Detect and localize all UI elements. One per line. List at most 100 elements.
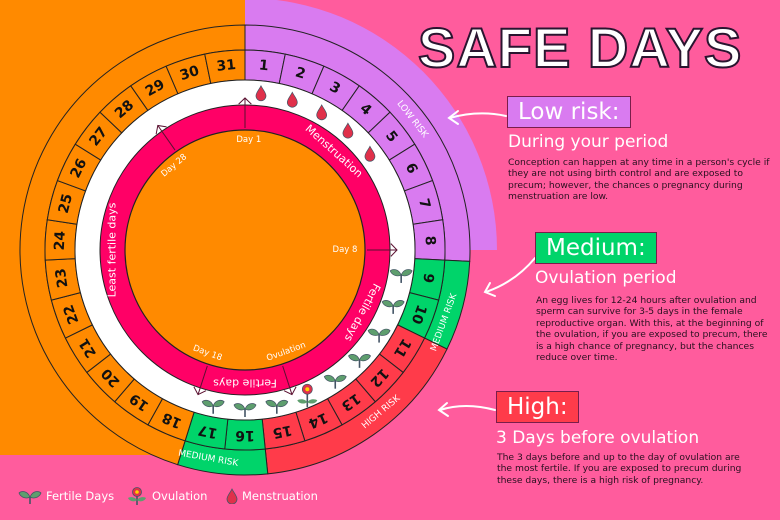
- medium-risk-tag: Medium:: [535, 232, 657, 264]
- day-8-arrow: [367, 243, 398, 257]
- arrow-curve: [449, 112, 507, 119]
- high-risk-body: The 3 days before and up to the day of o…: [497, 452, 742, 486]
- fertile-days-label: Fertile days: [213, 377, 277, 390]
- leaf: [201, 399, 214, 408]
- legend-label: Fertile Days: [46, 489, 115, 503]
- day-number: 22: [61, 302, 83, 326]
- leaf: [389, 269, 402, 277]
- drop-icon: [226, 488, 238, 504]
- legend-fertile-days: Fertile Days: [18, 487, 114, 505]
- arrow-curve: [485, 257, 536, 293]
- arrow-head: [447, 110, 459, 125]
- day-18-arrow: [193, 365, 208, 396]
- arrow-head: [193, 386, 207, 396]
- arrow-head: [390, 243, 398, 257]
- ovulation-arrow: [282, 365, 297, 396]
- leaf: [359, 354, 371, 362]
- page-title: SAFE DAYS: [417, 16, 743, 79]
- arrow-curve: [439, 405, 496, 411]
- drop-shape: [364, 145, 376, 162]
- day-8-label: Day 8: [333, 245, 358, 255]
- leaf: [392, 300, 405, 308]
- legend-ovulation: Ovulation: [126, 487, 207, 505]
- day-number: 30: [178, 63, 202, 84]
- medium-callout-arrow: [483, 257, 536, 297]
- medium-risk-subtitle: Ovulation period: [535, 268, 677, 288]
- arrow-shaft: [282, 365, 293, 395]
- day-1-arrow: [238, 97, 252, 128]
- high-callout-arrow: [437, 402, 496, 417]
- arrow-shaft: [197, 365, 208, 395]
- sprout-icon: [389, 269, 413, 283]
- day-number: 2: [293, 64, 307, 82]
- arrow-head: [238, 97, 252, 105]
- drop-shape: [286, 91, 298, 108]
- low-risk-body: Conception can happen at any time in a p…: [508, 157, 770, 203]
- arrow-shaft: [157, 125, 176, 151]
- day-number: 1: [258, 57, 269, 74]
- day-number: 15: [271, 421, 293, 441]
- low-callout-arrow: [447, 110, 507, 125]
- arrow-head: [155, 124, 167, 135]
- leaf: [212, 399, 225, 408]
- day-number: 23: [53, 267, 72, 289]
- high-risk-subtitle: 3 Days before ovulation: [496, 428, 700, 448]
- day-28-arrow: [155, 124, 176, 151]
- leaf: [378, 328, 391, 336]
- drop-shape: [316, 104, 328, 121]
- leaf: [307, 399, 318, 404]
- sprout-icon: [348, 354, 371, 368]
- leaf: [233, 403, 246, 411]
- leaf: [297, 399, 308, 404]
- center-disc: [124, 129, 366, 371]
- arrow-head: [437, 402, 449, 417]
- day-number: 9: [419, 272, 436, 284]
- legend-label: Ovulation: [152, 489, 208, 503]
- day-number: 31: [216, 57, 237, 75]
- day-number: 24: [52, 230, 69, 251]
- low-risk-subtitle: During your period: [508, 132, 669, 152]
- drop-icon: [342, 122, 354, 139]
- legend-label: Menstruation: [242, 489, 318, 503]
- leaf: [323, 374, 336, 382]
- leaf: [265, 399, 278, 408]
- leaf: [367, 328, 380, 336]
- arrow-head: [283, 386, 297, 396]
- day-number: 8: [422, 235, 438, 246]
- day-number: 25: [56, 192, 76, 215]
- leaf: [348, 354, 360, 362]
- sprout-icon: [201, 399, 225, 414]
- sprout-icon: [381, 300, 405, 314]
- drop-shape: [342, 122, 354, 139]
- leaf: [400, 269, 413, 277]
- day-1-label: Day 1: [236, 135, 261, 145]
- drop-icon: [286, 91, 298, 108]
- medium-risk-body: An egg lives for 12-24 hours after ovula…: [536, 295, 768, 364]
- sprout-icon: [367, 328, 391, 343]
- leaf: [334, 374, 347, 382]
- leaf: [244, 403, 257, 411]
- drop-icon: [255, 85, 267, 102]
- day-number: 10: [408, 302, 430, 326]
- day-number: 7: [415, 197, 433, 210]
- day-number: 18: [160, 409, 184, 431]
- least-fertile-label: Least fertile days: [106, 202, 119, 297]
- day-number: 16: [235, 427, 254, 443]
- sprout-icon: [265, 399, 289, 414]
- sprout-icon: [18, 491, 42, 504]
- high-risk-tag: High:: [496, 391, 579, 423]
- flower-icon: [128, 487, 146, 505]
- flower-center: [305, 387, 310, 392]
- leaf: [276, 399, 289, 408]
- flower-icon: [297, 383, 318, 408]
- low-risk-tag: Low risk:: [507, 96, 631, 128]
- drop-icon: [316, 104, 328, 121]
- drop-icon: [364, 145, 376, 162]
- drop-shape: [255, 85, 267, 102]
- leaf: [381, 300, 394, 308]
- day-number: 17: [197, 421, 219, 441]
- sprout-icon: [233, 403, 257, 417]
- sprout-icon: [323, 374, 347, 389]
- day-number: 14: [306, 409, 330, 431]
